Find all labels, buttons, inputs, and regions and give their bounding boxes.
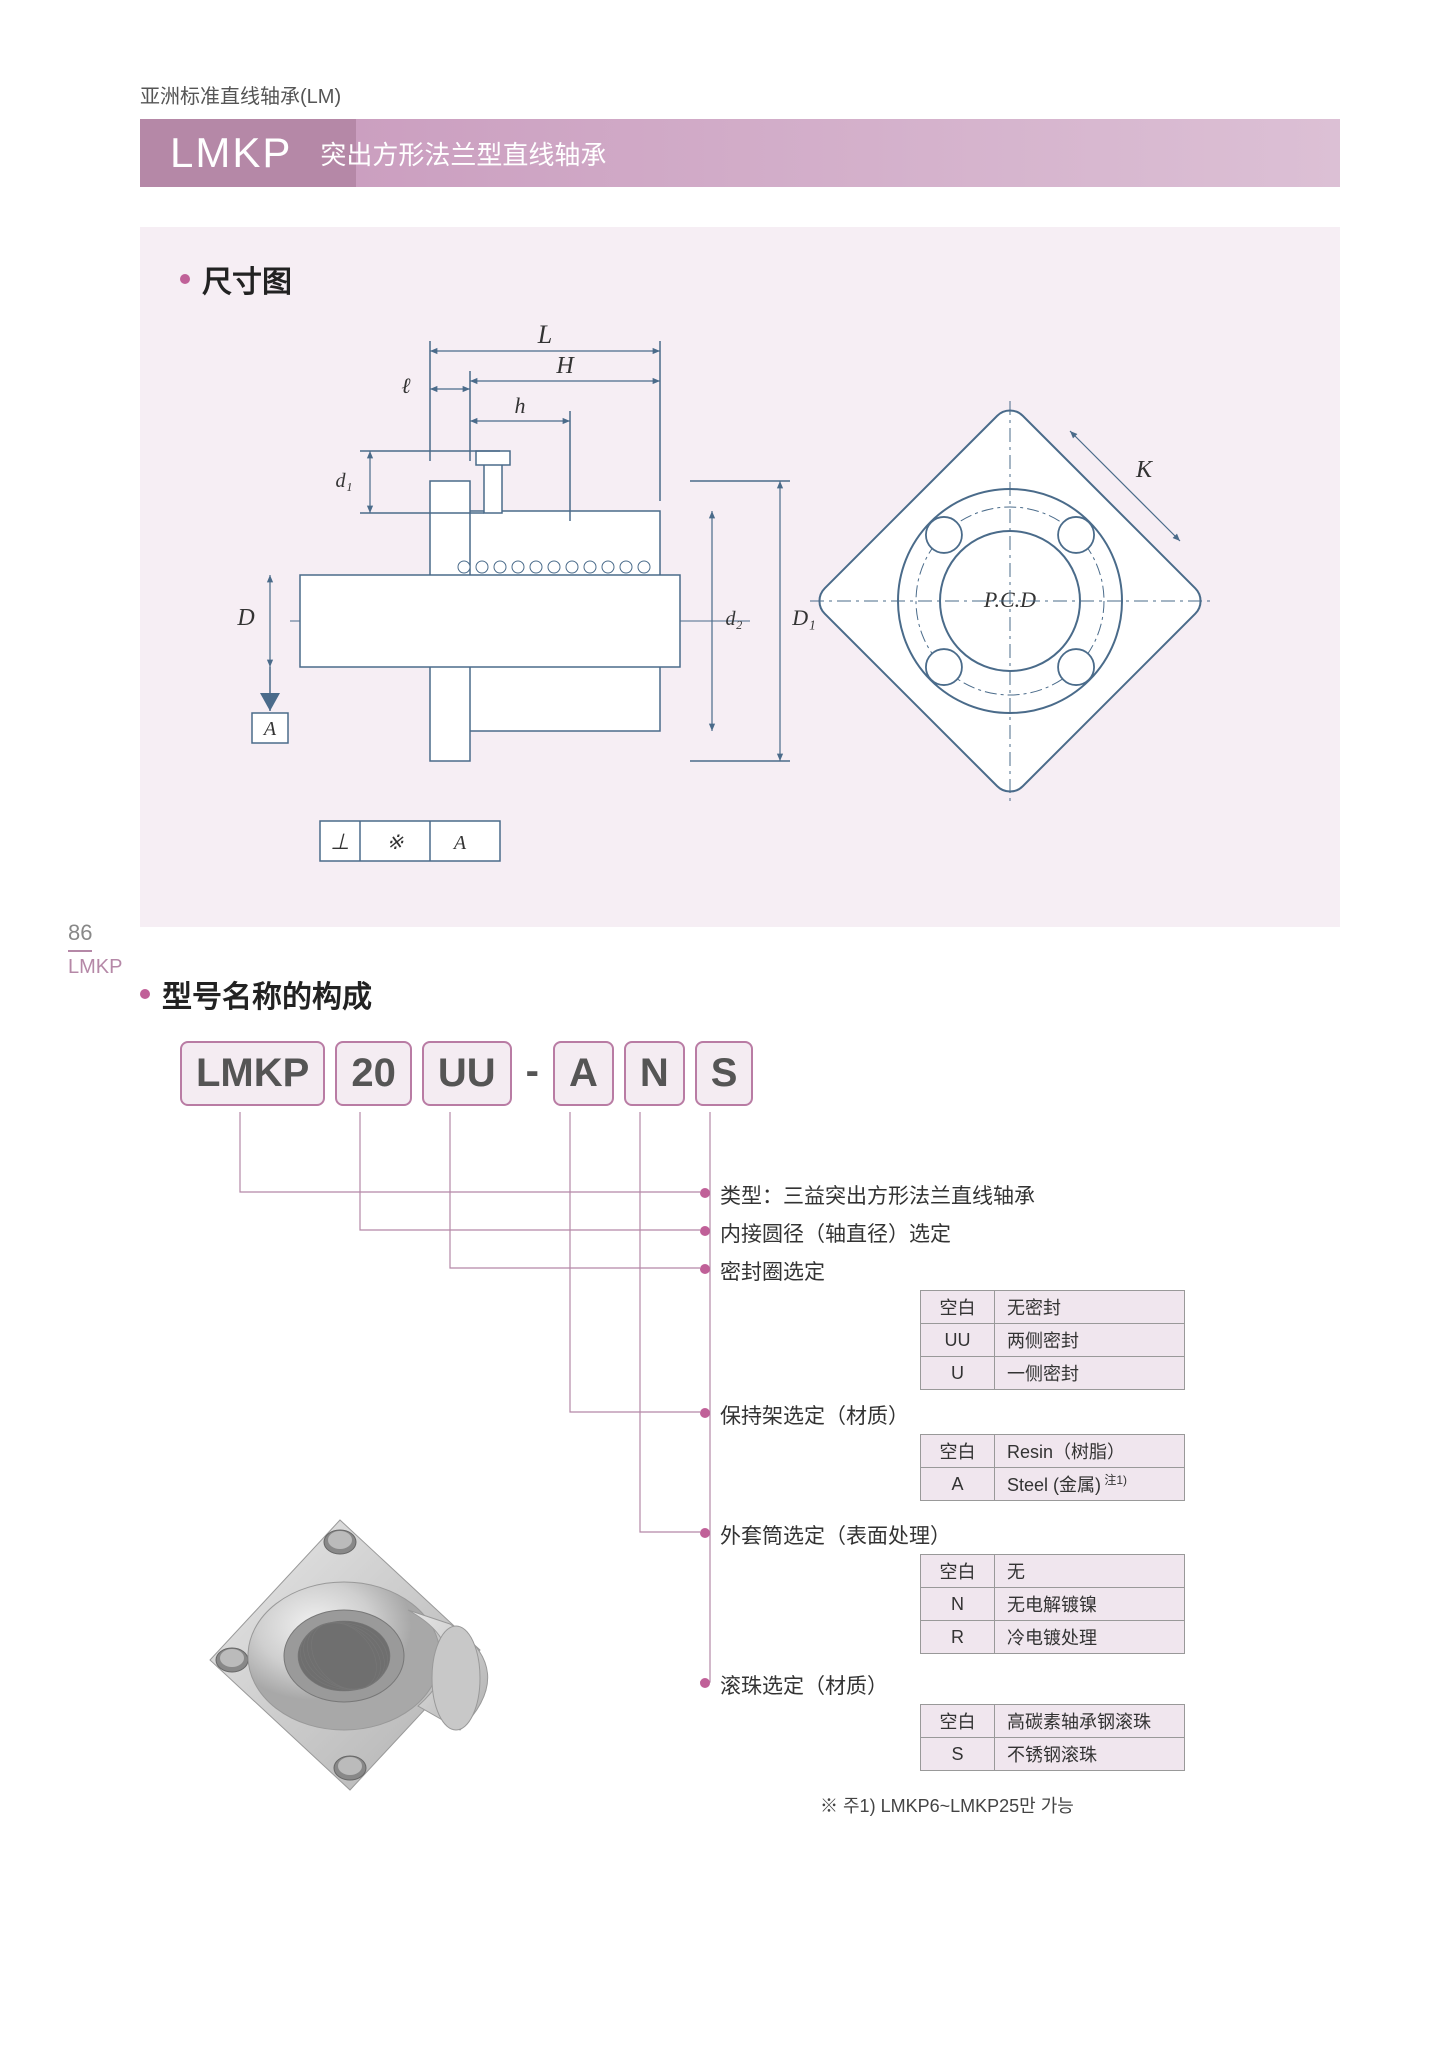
legend-item-2: 密封圈选定 <box>700 1256 825 1286</box>
legend-table-2: 空白无密封UU两侧密封U一侧密封 <box>920 1290 1185 1390</box>
svg-text:D₁: D₁ <box>791 605 816 630</box>
bullet-icon <box>700 1528 710 1538</box>
svg-text:※: ※ <box>387 832 404 854</box>
legend-text: 外套筒选定（表面处理） <box>720 1520 951 1550</box>
code-part-1: 20 <box>335 1041 412 1106</box>
breadcrumb: 亚洲标准直线轴承(LM) <box>140 80 1340 109</box>
legend-item-3: 保持架选定（材质） <box>700 1400 909 1430</box>
svg-text:L: L <box>537 320 552 349</box>
svg-text:H: H <box>555 353 575 379</box>
code-boxes: LMKP20UU-ANS <box>180 1041 1340 1106</box>
legend-text: 滚珠选定（材质） <box>720 1670 888 1700</box>
svg-text:⊥: ⊥ <box>330 829 349 854</box>
legend-text: 内接圆径（轴直径）选定 <box>720 1218 951 1248</box>
bullet-icon <box>700 1226 710 1236</box>
legend-text: 保持架选定（材质） <box>720 1400 909 1430</box>
code-part-6: S <box>695 1041 754 1106</box>
bullet-icon <box>180 274 190 284</box>
svg-text:h: h <box>515 393 526 418</box>
footnote: ※ 주1) LMKP6~LMKP25만 가능 <box>820 1792 1074 1818</box>
title-band: LMKP 突出方形法兰型直线轴承 <box>140 119 1340 187</box>
code-part-4: A <box>553 1041 614 1106</box>
svg-text:d₁: d₁ <box>336 470 353 492</box>
code-part-2: UU <box>422 1041 512 1106</box>
svg-text:A: A <box>452 832 467 854</box>
code-part-5: N <box>624 1041 685 1106</box>
section-dim-title: 尺寸图 <box>180 257 1300 301</box>
legend-item-4: 外套筒选定（表面处理） <box>700 1520 951 1550</box>
legend-text: 密封圈选定 <box>720 1256 825 1286</box>
product-render <box>150 1480 530 1860</box>
legend-table-5: 空白高碳素轴承钢滚珠S不锈钢滚珠 <box>920 1704 1185 1771</box>
dimension-diagram-panel: 尺寸图 LHhℓd₁Dd₂D₁A⊥※AKP.C.D <box>140 227 1340 927</box>
legend-text: 类型：三益突出方形法兰直线轴承 <box>720 1180 1035 1210</box>
svg-text:ℓ: ℓ <box>401 373 411 398</box>
code-part-3: - <box>522 1041 543 1106</box>
svg-text:K: K <box>1135 457 1154 483</box>
bullet-icon <box>700 1188 710 1198</box>
svg-text:d₂: d₂ <box>726 608 743 630</box>
svg-text:A: A <box>262 718 277 740</box>
title-code: LMKP <box>170 129 292 177</box>
page-marker: 86 LMKP <box>68 920 122 979</box>
page-label: LMKP <box>68 956 122 979</box>
bullet-icon <box>140 989 150 999</box>
legend-item-5: 滚珠选定（材质） <box>700 1670 888 1700</box>
legend-item-1: 内接圆径（轴直径）选定 <box>700 1218 951 1248</box>
legend-table-4: 空白无N无电解镀镍R冷电镀处理 <box>920 1554 1185 1654</box>
legend-item-0: 类型：三益突出方形法兰直线轴承 <box>700 1180 1035 1210</box>
dimension-drawing: LHhℓd₁Dd₂D₁A⊥※AKP.C.D <box>180 311 1280 911</box>
page-number: 86 <box>68 920 92 952</box>
bullet-icon <box>700 1678 710 1688</box>
code-part-0: LMKP <box>180 1041 325 1106</box>
bullet-icon <box>700 1264 710 1274</box>
section-naming-title: 型号名称的构成 <box>140 972 1340 1016</box>
legend-table-3: 空白Resin（树脂）ASteel (金属) 注1) <box>920 1434 1185 1501</box>
svg-text:D: D <box>236 605 254 631</box>
title-desc: 突出方形法兰型直线轴承 <box>320 135 606 172</box>
bullet-icon <box>700 1408 710 1418</box>
